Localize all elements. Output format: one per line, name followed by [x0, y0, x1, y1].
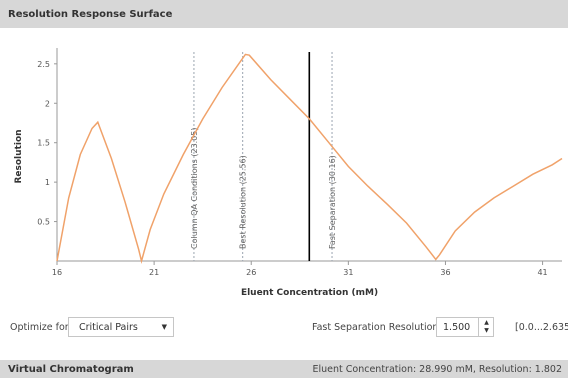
y-tick-label: 0.5	[37, 218, 50, 227]
optimize-select[interactable]: Critical Pairs ▼	[68, 317, 174, 337]
annotation-label: Fast Separation (30.16)	[328, 155, 337, 249]
annotation-label: Best Resolution (25.56)	[239, 155, 248, 249]
y-tick-label: 1	[45, 178, 50, 187]
resolution-range: [0.0...2.635]	[515, 322, 568, 333]
fast-separation-spinner[interactable]: ▲ ▼	[478, 317, 494, 337]
x-tick-label: 21	[149, 268, 159, 277]
resolution-panel-header: Resolution Response Surface	[0, 0, 568, 28]
fast-separation-value: 1.500	[443, 321, 471, 333]
x-tick-label: 36	[440, 268, 450, 277]
x-tick-label: 41	[537, 268, 547, 277]
fast-separation-input[interactable]: 1.500	[436, 317, 494, 337]
fast-separation-label: Fast Separation Resolution:	[312, 322, 442, 333]
x-tick-label: 31	[343, 268, 353, 277]
chromatogram-title: Virtual Chromatogram	[8, 363, 134, 375]
optimize-label: Optimize for:	[10, 322, 72, 333]
caret-up-icon[interactable]: ▲	[484, 319, 489, 326]
status-readout: Eluent Concentration: 28.990 mM, Resolut…	[312, 363, 562, 375]
resolution-chart[interactable]: 0.5 1 1.5 2 2.5 16 21 26 31 36 41 Resolution Eluent …	[0, 28, 568, 308]
y-tick-label: 1.5	[37, 139, 50, 148]
x-axis-label: Eluent Concentration (mM)	[241, 288, 378, 298]
virtual-chromatogram-header: Virtual Chromatogram Eluent Concentratio…	[0, 360, 568, 378]
y-tick-label: 2.5	[37, 60, 50, 69]
x-tick-label: 16	[52, 268, 62, 277]
optimize-value: Critical Pairs	[79, 321, 138, 333]
y-tick-label: 2	[45, 99, 50, 108]
annotation-label: Column QA Conditions (23.05)	[190, 127, 199, 249]
y-axis-label: Resolution	[14, 129, 24, 183]
x-tick-label: 26	[246, 268, 256, 277]
caret-down-icon[interactable]: ▼	[484, 327, 489, 334]
resolution-series-line	[56, 53, 563, 264]
caret-down-icon: ▼	[161, 323, 167, 331]
panel-title: Resolution Response Surface	[8, 8, 173, 20]
